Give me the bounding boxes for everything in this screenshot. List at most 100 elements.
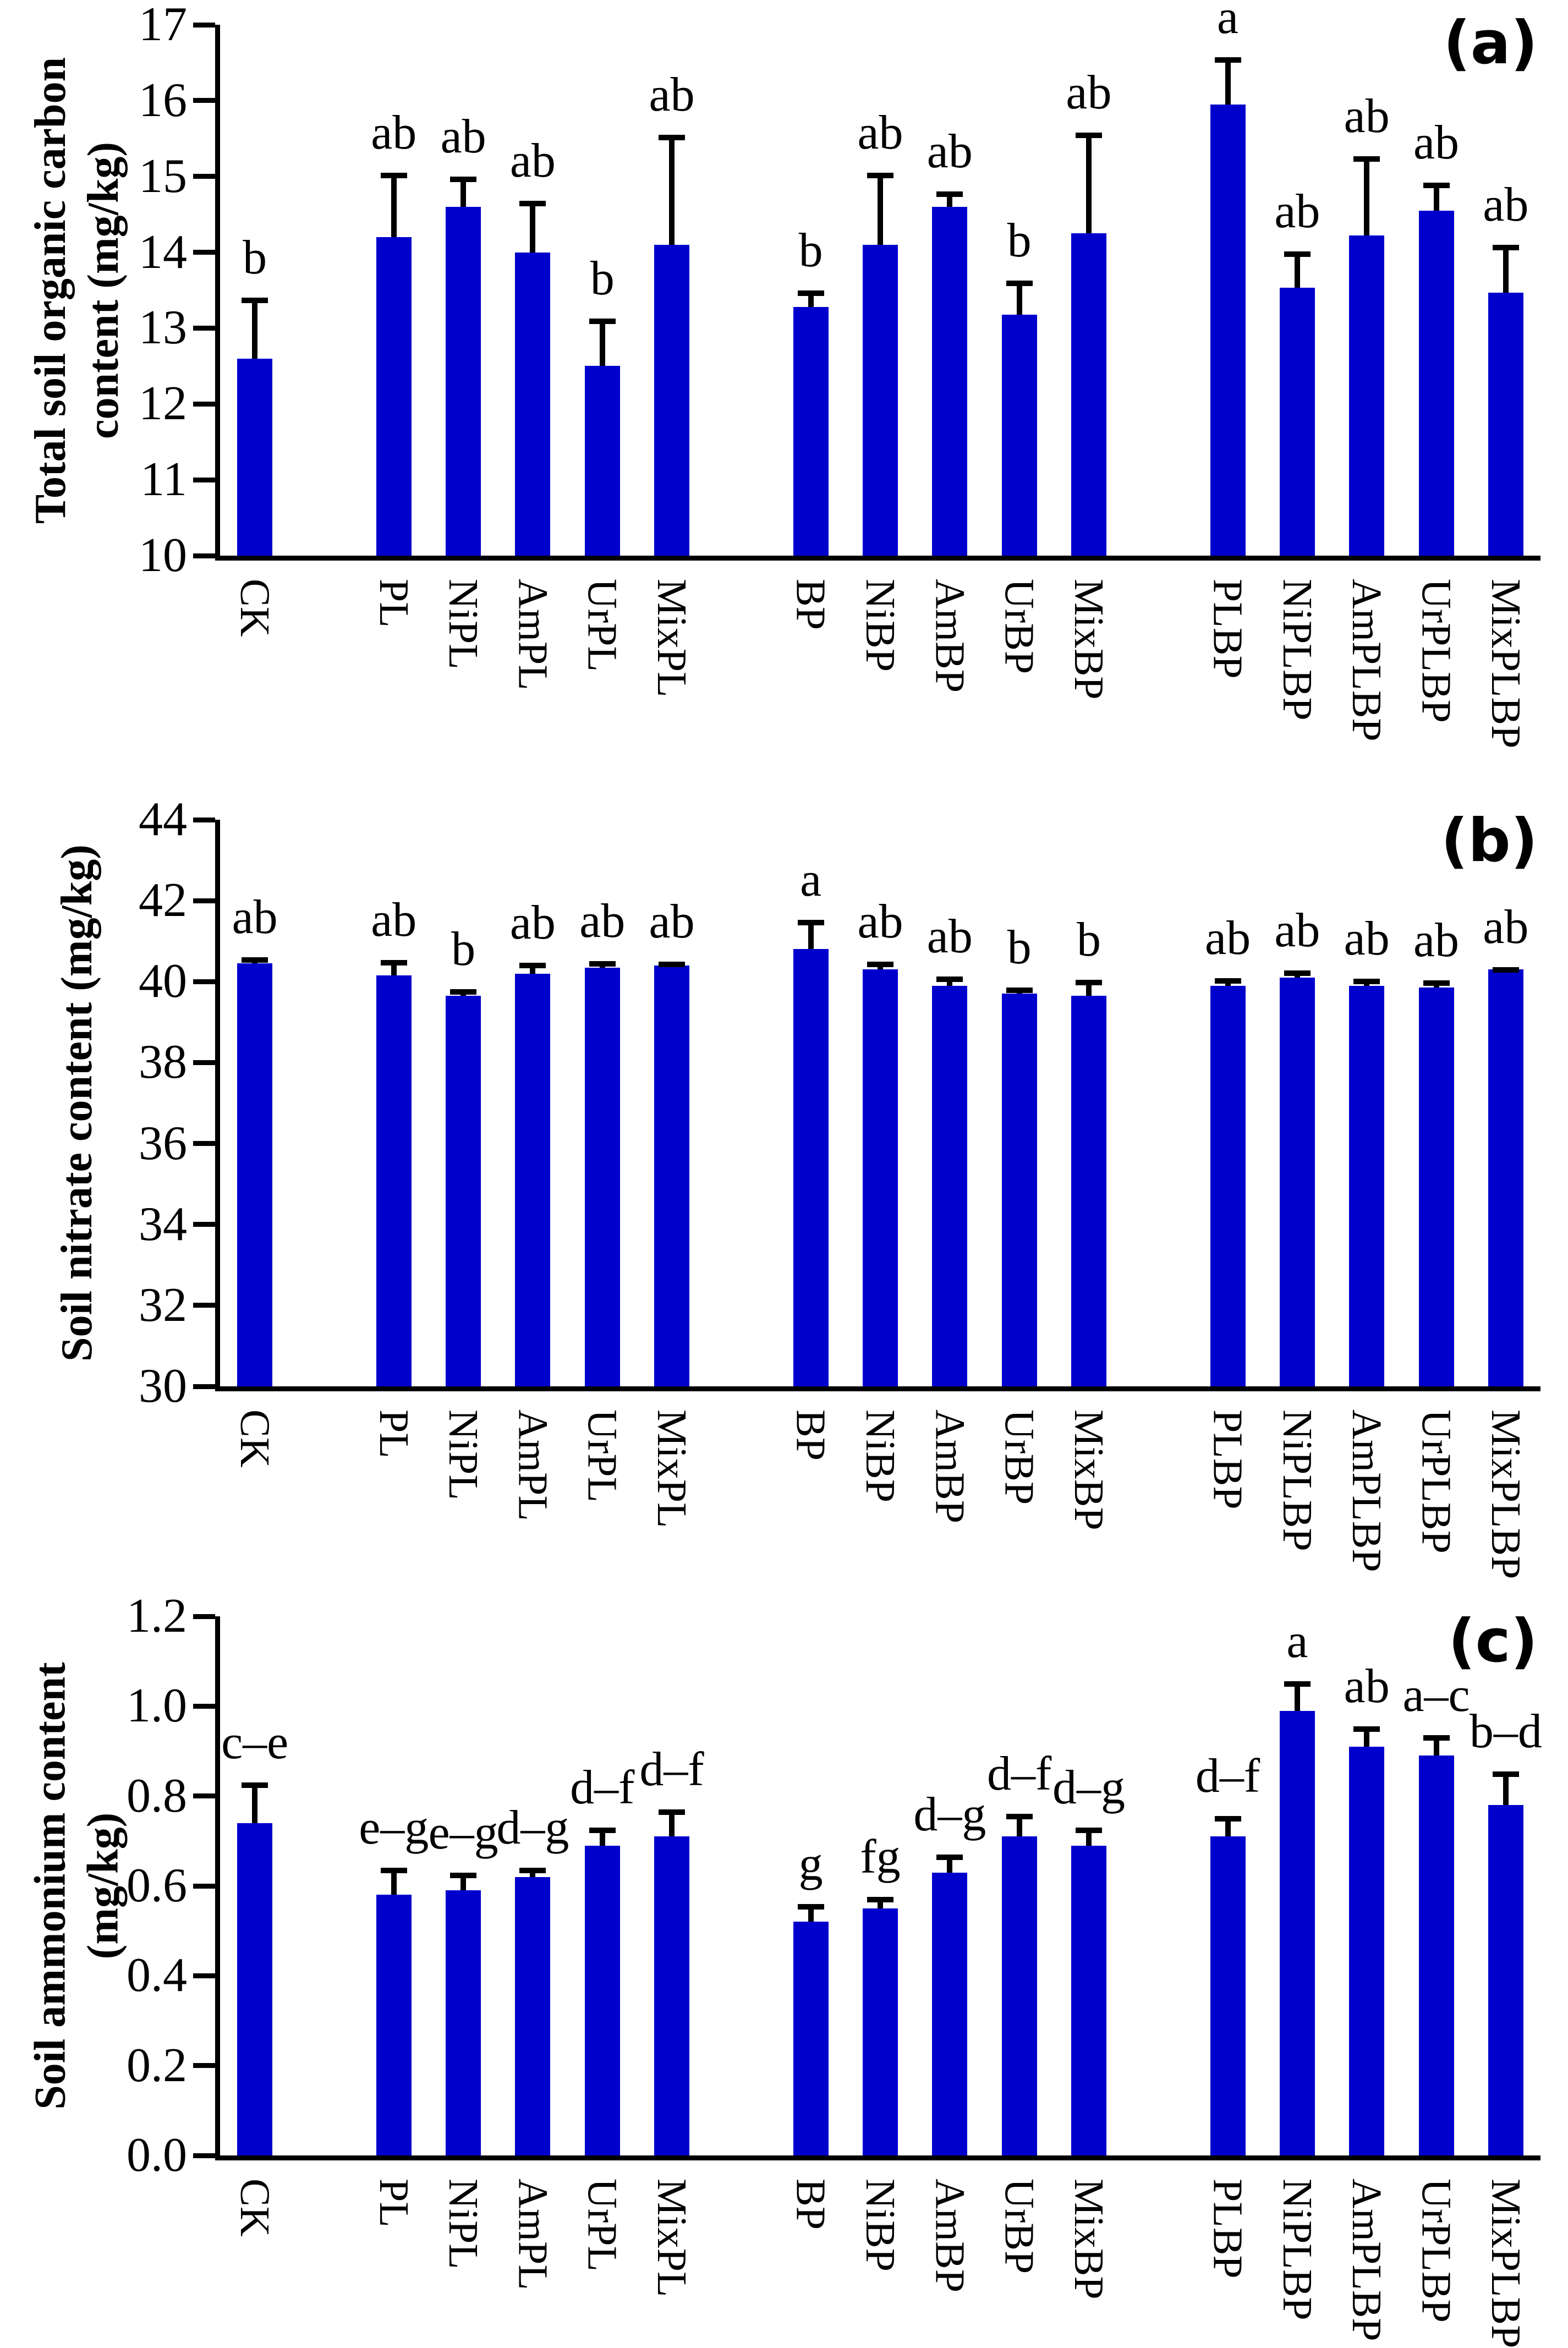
significance-letter: b [590, 251, 615, 305]
x-category-label: BP [787, 579, 834, 630]
bar [863, 1908, 898, 2155]
x-category-label: CK [232, 2179, 278, 2237]
y-tick-label: 44 [139, 793, 187, 846]
bar [654, 965, 690, 1386]
y-axis-tick [193, 1222, 215, 1227]
bar [1210, 104, 1246, 556]
significance-letter: b [1007, 213, 1032, 267]
bar [446, 1890, 481, 2155]
significance-letter: e–g [428, 1806, 498, 1859]
significance-letter: ab [1344, 1660, 1390, 1714]
y-tick-label: 14 [139, 225, 187, 279]
bar [446, 206, 481, 556]
bar [446, 996, 481, 1386]
error-bar-cap [867, 172, 893, 178]
x-category-label: NiBP [857, 1409, 903, 1502]
significance-letter: a [1286, 1615, 1308, 1669]
plot-area-a: 17 16 15 14 13 12 11 10 b CK ab PL ab NiPL ab AmPL b UrPL… [139, 0, 1540, 748]
error-bar-cap [519, 1868, 546, 1874]
x-category-label: NiPL [440, 2179, 487, 2269]
y-tick-label: 16 [139, 73, 187, 127]
bar [863, 244, 898, 556]
error-bar-cap [659, 1809, 686, 1815]
significance-letter: d–f [639, 1743, 704, 1797]
error-bar-line [599, 1827, 605, 1846]
y-tick-label: 17 [139, 0, 187, 51]
y-axis-tick [193, 979, 215, 984]
error-bar-cap [936, 191, 963, 198]
bar [237, 1823, 273, 2155]
panel-b: Soil nitrate content (mg/kg) (b) 44 42 40 3… [0, 770, 1568, 1579]
error-bar-line [1225, 57, 1231, 105]
x-category-label: NiBP [857, 579, 903, 672]
error-bar-cap [380, 172, 407, 178]
error-bar-cap [1492, 967, 1519, 973]
error-bar-cap [1423, 182, 1450, 188]
y-axis-tick [193, 1703, 215, 1709]
error-bar-cap [589, 961, 616, 967]
x-category-label: NiPLBP [1274, 579, 1320, 721]
significance-letter: fg [860, 1830, 901, 1884]
error-bar-line [947, 1854, 953, 1873]
bar [584, 1845, 620, 2155]
y-axis-tick [193, 1793, 215, 1799]
error-bar-cap [242, 957, 268, 963]
significance-letter: ab [649, 68, 695, 122]
bar [1349, 1746, 1385, 2155]
y-axis-tick [193, 477, 215, 482]
error-bar-cap [797, 1903, 824, 1910]
y-tick-label: 12 [139, 377, 187, 431]
bar [1001, 1836, 1037, 2155]
error-bar-line [1016, 1814, 1022, 1837]
error-bar-cap [1353, 979, 1380, 985]
bar [1488, 969, 1523, 1386]
x-category-label: MixPLBP [1482, 1409, 1529, 1579]
x-category-label: UrPL [579, 1409, 626, 1502]
error-bar-cap [519, 963, 546, 969]
y-tick-label: 0.8 [127, 1769, 187, 1823]
y-axis-tick [193, 1614, 215, 1619]
y-axis-tick [193, 817, 215, 822]
x-category-label: PL [370, 2179, 417, 2228]
bar [515, 252, 551, 556]
error-bar-line [808, 920, 814, 950]
y-axis-tick [193, 325, 215, 331]
error-bar-line [1364, 1726, 1370, 1747]
x-category-label: UrPLBP [1413, 2179, 1460, 2323]
x-category-label: MixBP [1065, 2179, 1112, 2300]
error-bar-cap [589, 318, 616, 324]
error-bar-cap [659, 961, 686, 967]
error-bar-cap [589, 1827, 616, 1833]
error-bar-cap [797, 920, 824, 926]
significance-letter: ab [1274, 185, 1320, 239]
x-category-label: NiPL [440, 1409, 487, 1500]
error-bar-line [1085, 1827, 1092, 1846]
error-bar-line [1503, 1771, 1509, 1805]
bar [1418, 988, 1454, 1386]
panel-label-c: (c) [1448, 1607, 1538, 1676]
error-bar-line [252, 1782, 258, 1823]
significance-letter: ab [579, 894, 626, 948]
error-bar-cap [450, 176, 477, 182]
significance-letter: g [798, 1837, 823, 1891]
y-tick-label: 13 [139, 301, 187, 355]
x-category-label: MixPL [649, 1409, 695, 1528]
y-tick-label: 38 [139, 1035, 187, 1089]
x-category-label: AmPL [509, 2179, 556, 2290]
bar [376, 237, 412, 556]
y-tick-label: 34 [139, 1197, 187, 1251]
error-bar-line [669, 134, 675, 245]
x-category-label: AmPL [509, 579, 556, 690]
x-category-label: UrPLBP [1413, 579, 1460, 723]
panel-c: Soil ammonium content (mg/kg) (c) 1.2 1.0… [0, 1568, 1568, 2348]
y-tick-label: 40 [139, 954, 187, 1008]
y-tick-label: 10 [139, 529, 187, 582]
error-bar-cap [519, 200, 546, 206]
x-category-label: AmBP [926, 1409, 973, 1523]
error-bar-cap [1075, 1827, 1102, 1833]
error-bar-line [808, 290, 814, 307]
bar [1349, 985, 1385, 1386]
error-bar-cap [1006, 280, 1033, 286]
error-bar-line [878, 172, 883, 245]
error-bar-line [1433, 182, 1439, 211]
